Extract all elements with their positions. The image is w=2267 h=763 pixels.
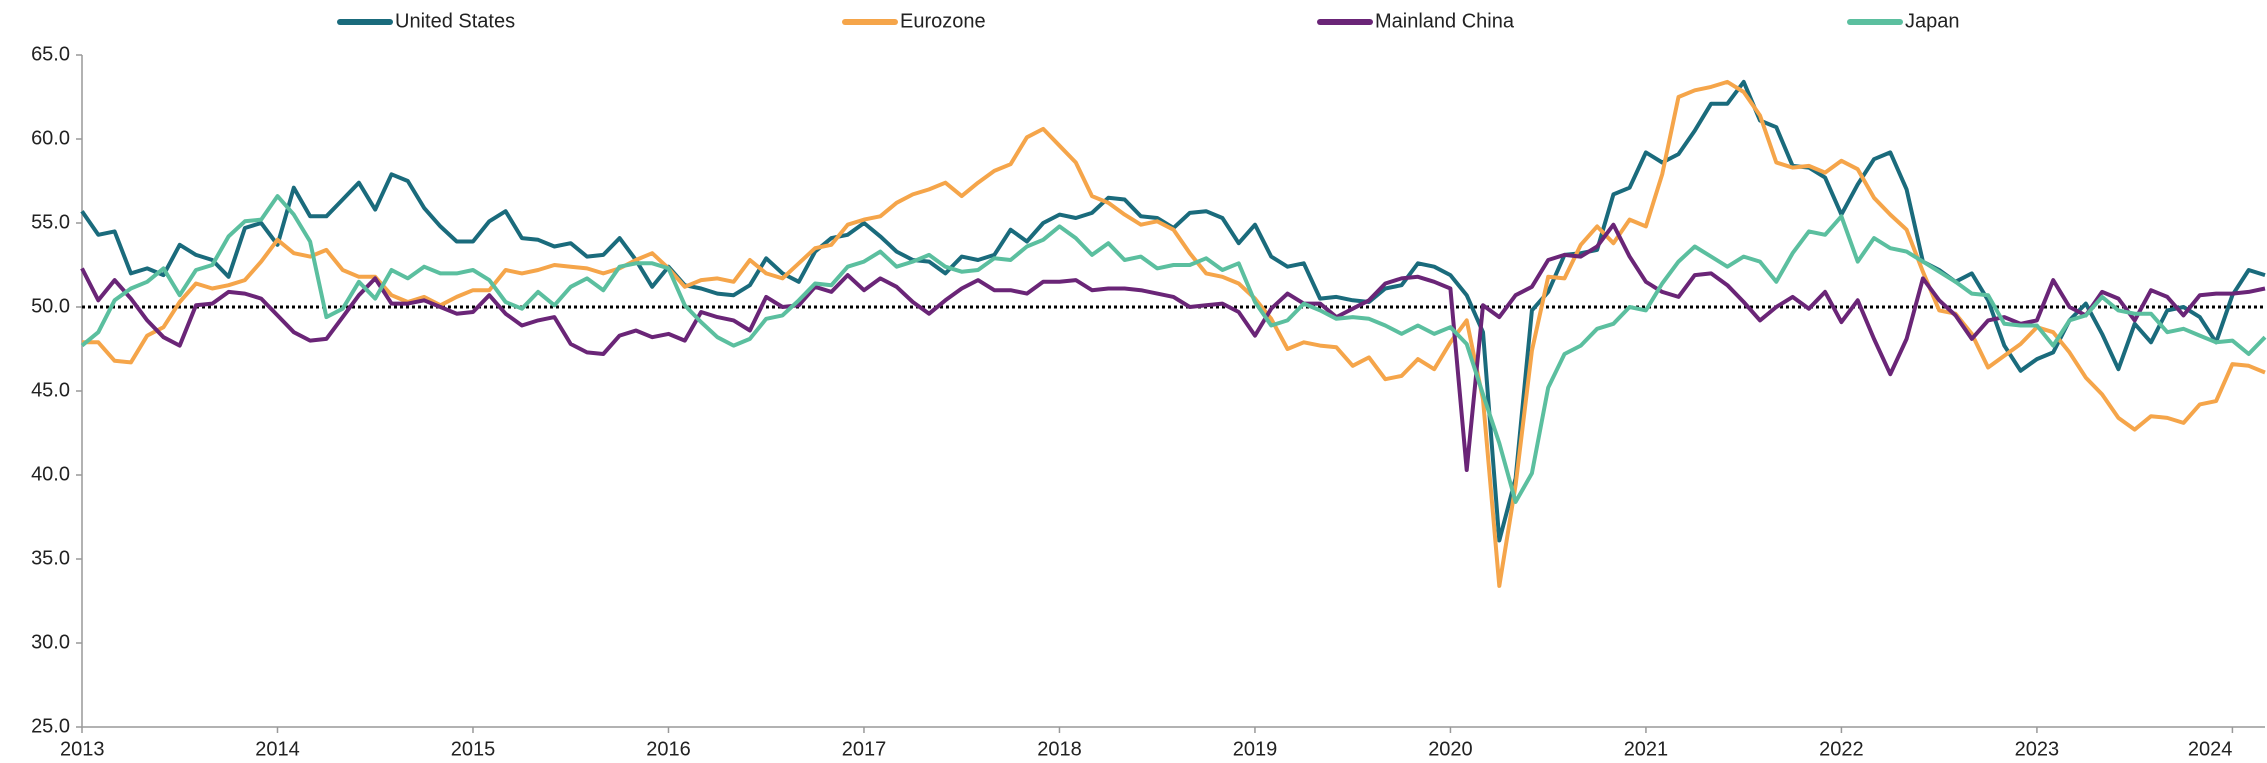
x-tick-label: 2024 [2188, 738, 2233, 760]
x-tick-label: 2019 [1233, 738, 1278, 760]
x-tick-label: 2015 [451, 738, 496, 760]
y-tick-label: 55.0 [31, 211, 70, 233]
y-tick-label: 25.0 [31, 715, 70, 737]
y-tick-label: 65.0 [31, 43, 70, 65]
x-tick-label: 2018 [1037, 738, 1082, 760]
legend-label: Eurozone [900, 10, 986, 32]
legend-label: Japan [1905, 10, 1960, 32]
series-line [80, 194, 2267, 504]
x-tick-label: 2023 [2015, 738, 2060, 760]
series-line [80, 222, 2266, 472]
x-tick-label: 2014 [255, 738, 300, 760]
y-tick-label: 40.0 [31, 463, 70, 485]
legend-label: Mainland China [1375, 10, 1515, 32]
x-tick-label: 2016 [646, 738, 691, 760]
x-tick-label: 2022 [1819, 738, 1864, 760]
x-tick-label: 2013 [60, 738, 105, 760]
y-tick-label: 60.0 [31, 127, 70, 149]
series-line [82, 79, 2266, 588]
y-tick-label: 45.0 [31, 379, 70, 401]
y-tick-label: 50.0 [31, 295, 70, 317]
x-tick-label: 2017 [842, 738, 887, 760]
legend-label: United States [395, 10, 515, 32]
x-tick-label: 2020 [1428, 738, 1473, 760]
x-tick-label: 2021 [1624, 738, 1669, 760]
y-tick-label: 35.0 [31, 547, 70, 569]
y-tick-label: 30.0 [31, 631, 70, 653]
